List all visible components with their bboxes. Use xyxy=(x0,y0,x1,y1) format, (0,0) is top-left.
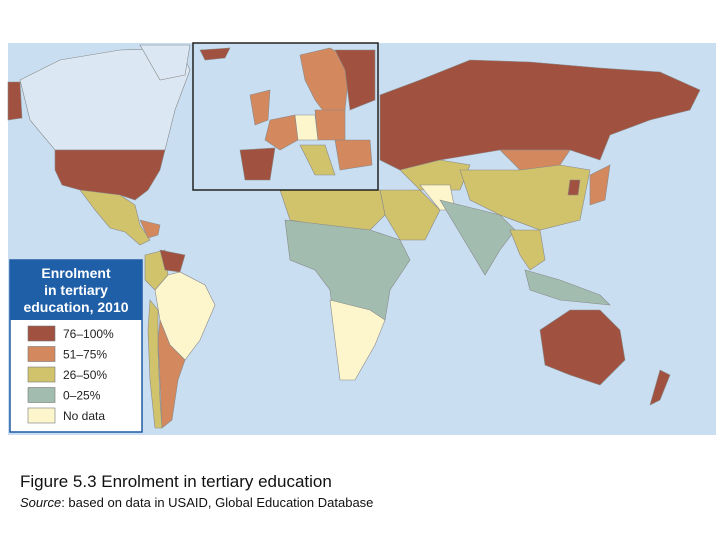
source-text: : based on data in USAID, Global Educati… xyxy=(61,495,374,510)
source-line: Source: based on data in USAID, Global E… xyxy=(20,495,373,510)
legend-header xyxy=(10,260,142,320)
legend-swatch xyxy=(27,325,56,342)
legend-swatch xyxy=(27,407,56,424)
legend-label: 76–100% xyxy=(63,327,114,341)
legend-label: 0–25% xyxy=(63,389,101,403)
europe-inset-frame xyxy=(192,42,379,191)
land xyxy=(7,44,701,429)
figure-caption: Figure 5.3 Enrolment in tertiary educati… xyxy=(20,472,332,491)
legend-label: 26–50% xyxy=(63,368,107,382)
legend-swatch xyxy=(27,366,56,383)
legend-title-line: in tertiary xyxy=(44,282,108,298)
legend-label: 51–75% xyxy=(63,348,107,362)
legend-title-line: education, 2010 xyxy=(23,299,128,315)
legend-title-line: Enrolment xyxy=(41,265,111,281)
source-label: Source xyxy=(20,495,62,510)
legend-swatch xyxy=(27,387,56,403)
legend-swatch xyxy=(27,346,56,362)
legend-label: No data xyxy=(63,409,105,423)
